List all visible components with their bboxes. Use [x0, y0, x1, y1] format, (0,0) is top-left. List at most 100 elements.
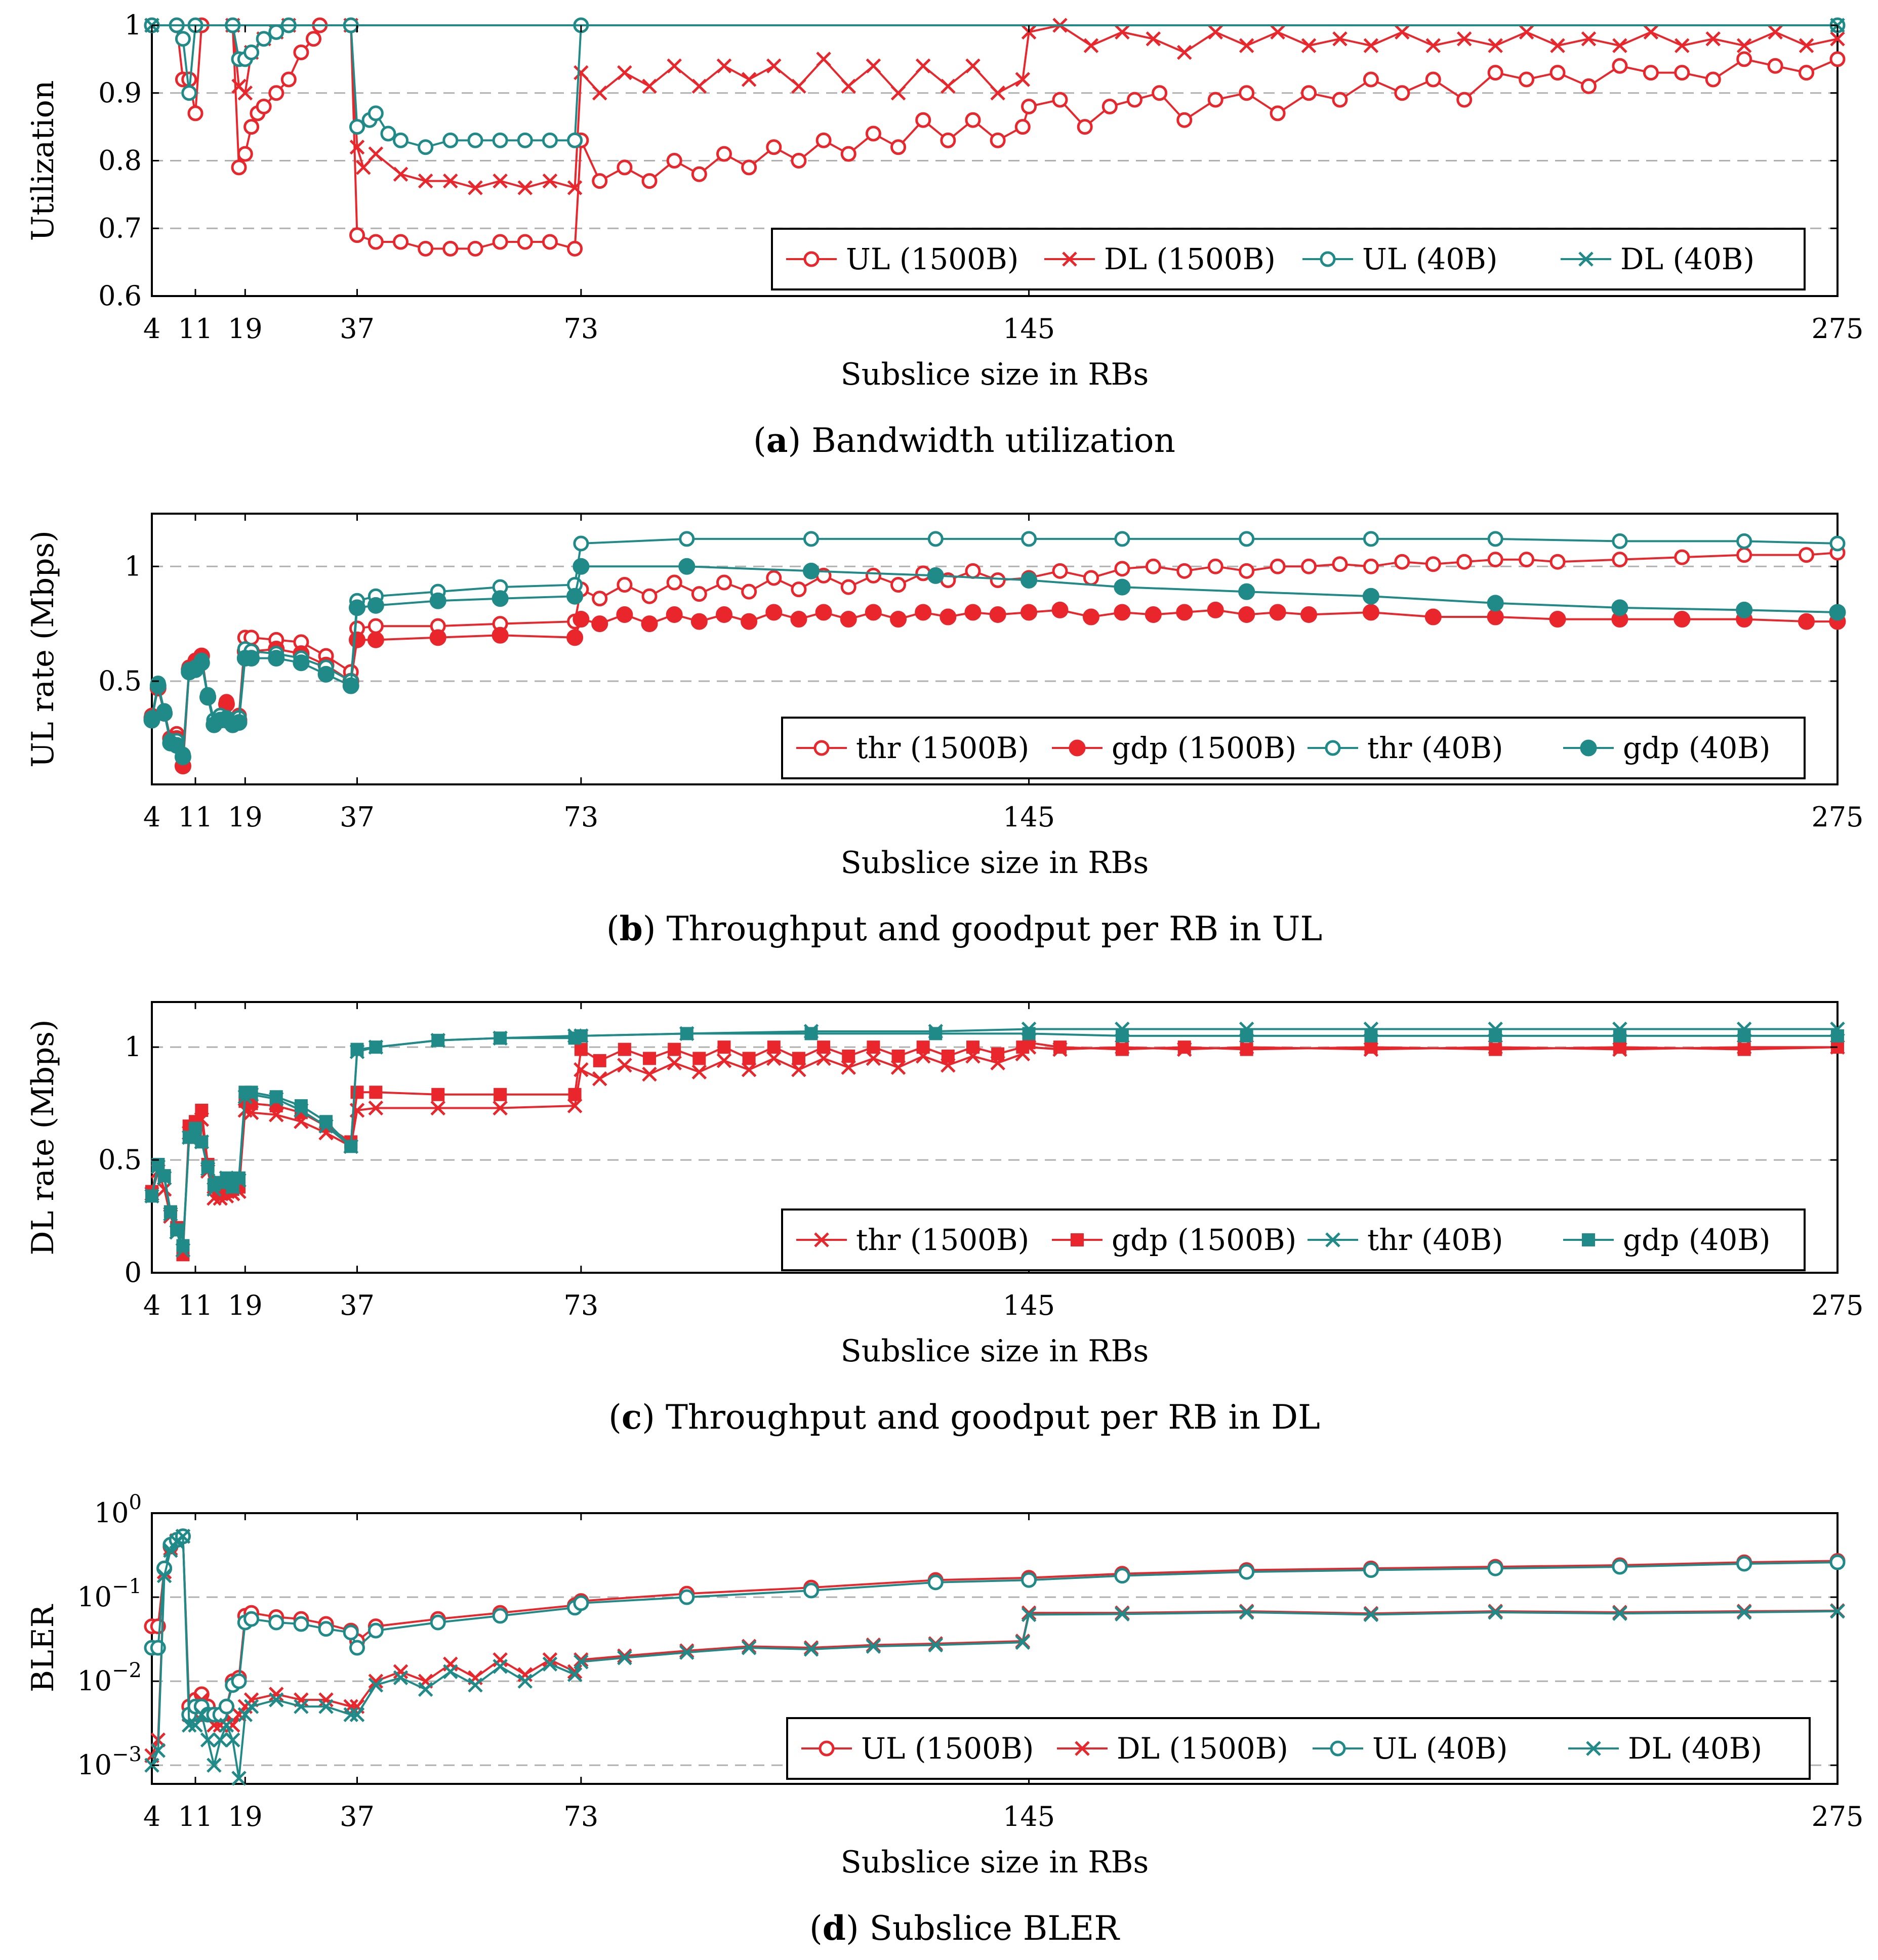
data-point [1705, 71, 1721, 88]
data-point [591, 615, 608, 633]
data-point [1022, 1027, 1036, 1040]
data-point [574, 65, 589, 80]
data-point [231, 1673, 247, 1689]
legend-marker [813, 740, 830, 756]
data-point [1489, 1029, 1502, 1042]
data-point [195, 1135, 209, 1149]
data-point [666, 606, 683, 623]
data-point [1238, 606, 1255, 623]
data-point [157, 1169, 171, 1183]
y-axis-title: Utilization [25, 80, 61, 241]
data-point [929, 1027, 943, 1040]
data-point [991, 1047, 1005, 1061]
data-point [567, 1098, 583, 1113]
data-point [468, 180, 483, 195]
data-point [1829, 1554, 1846, 1570]
x-tick-label: 37 [340, 1289, 375, 1321]
data-point [741, 1640, 757, 1655]
chart-b: 0.5 1 4 11 19 37 73 145 275 Subslice size in RBs U… [25, 513, 1864, 948]
data-point [643, 1052, 657, 1065]
data-point [617, 65, 632, 80]
data-point [1239, 563, 1255, 579]
legend-marker [1582, 1233, 1595, 1246]
legend-item: thr (40B) [1308, 1223, 1503, 1257]
data-point [342, 677, 359, 694]
data-point [989, 606, 1006, 623]
data-point [1021, 1572, 1037, 1588]
data-point [1612, 1559, 1628, 1575]
data-point [617, 159, 633, 176]
data-point [243, 1611, 260, 1627]
legend-marker [1586, 1741, 1601, 1756]
data-point [816, 52, 831, 67]
data-point [268, 650, 285, 667]
data-point [573, 558, 590, 575]
data-point [1737, 1029, 1751, 1042]
data-point [941, 78, 956, 94]
x-tick-label: 4 [143, 1801, 160, 1832]
data-point [1673, 611, 1691, 628]
data-point [207, 1758, 222, 1773]
chart-a: 0.6 0.7 0.8 0.9 1 4 11 19 37 73 145 275 Subslice siz… [25, 9, 1864, 460]
data-point [1363, 558, 1379, 574]
data-point [1425, 71, 1441, 88]
data-point [1737, 1042, 1751, 1056]
data-point [1829, 535, 1846, 552]
data-point [368, 105, 384, 121]
data-point [430, 1100, 446, 1116]
data-point [393, 166, 409, 182]
data-point [150, 1743, 166, 1758]
data-point [1612, 552, 1628, 568]
data-point [691, 1064, 707, 1079]
data-point [574, 1042, 588, 1056]
data-point [393, 1670, 409, 1685]
data-point [567, 132, 583, 148]
data-point [1363, 531, 1379, 547]
data-point [1456, 31, 1472, 47]
data-point [567, 180, 583, 195]
data-point [219, 1718, 234, 1733]
data-point [1146, 31, 1161, 47]
x-tick-label: 275 [1811, 801, 1863, 833]
data-point [243, 45, 260, 60]
data-point [1487, 1560, 1503, 1576]
data-point [965, 112, 981, 128]
data-point [231, 1707, 247, 1722]
legend-box [771, 228, 1806, 290]
subfigure-caption: (a) Bandwidth utilization [753, 421, 1175, 460]
x-tick-label: 37 [340, 1801, 375, 1832]
data-point [443, 173, 458, 189]
data-point [1269, 604, 1286, 621]
legend-item: thr (1500B) [796, 731, 1029, 765]
data-point [691, 78, 707, 94]
data-point [1488, 38, 1503, 53]
subfigure-caption: (d) Subslice BLER [809, 1908, 1120, 1948]
data-point [230, 714, 248, 731]
data-point [965, 58, 981, 74]
x-axis-title: Subslice size in RBs [841, 1333, 1149, 1369]
data-point [156, 704, 173, 722]
data-point [318, 1692, 334, 1707]
legend-label: UL (1500B) [846, 242, 1018, 276]
data-point [175, 1529, 191, 1544]
data-point [393, 1664, 409, 1679]
data-point [349, 227, 365, 243]
data-point [715, 606, 732, 623]
legend-marker [1330, 1740, 1346, 1757]
chart-d: 10−3 10−2 10−1 100 4 11 19 37 73 145 275 Subslice s… [25, 1491, 1864, 1948]
legend-marker [1071, 1233, 1084, 1246]
data-point [667, 58, 682, 74]
data-point [1176, 604, 1193, 621]
legend-label: DL (40B) [1620, 242, 1754, 276]
data-point [393, 234, 409, 250]
data-point [616, 606, 633, 623]
data-point [237, 85, 253, 101]
legend-label: gdp (40B) [1623, 1223, 1771, 1257]
data-point [964, 604, 982, 621]
series-group [144, 1021, 1845, 1262]
data-point [1674, 549, 1690, 565]
x-tick-label: 4 [143, 1289, 160, 1321]
data-point [243, 1692, 259, 1707]
data-point [1580, 78, 1597, 94]
data-point [317, 665, 335, 683]
